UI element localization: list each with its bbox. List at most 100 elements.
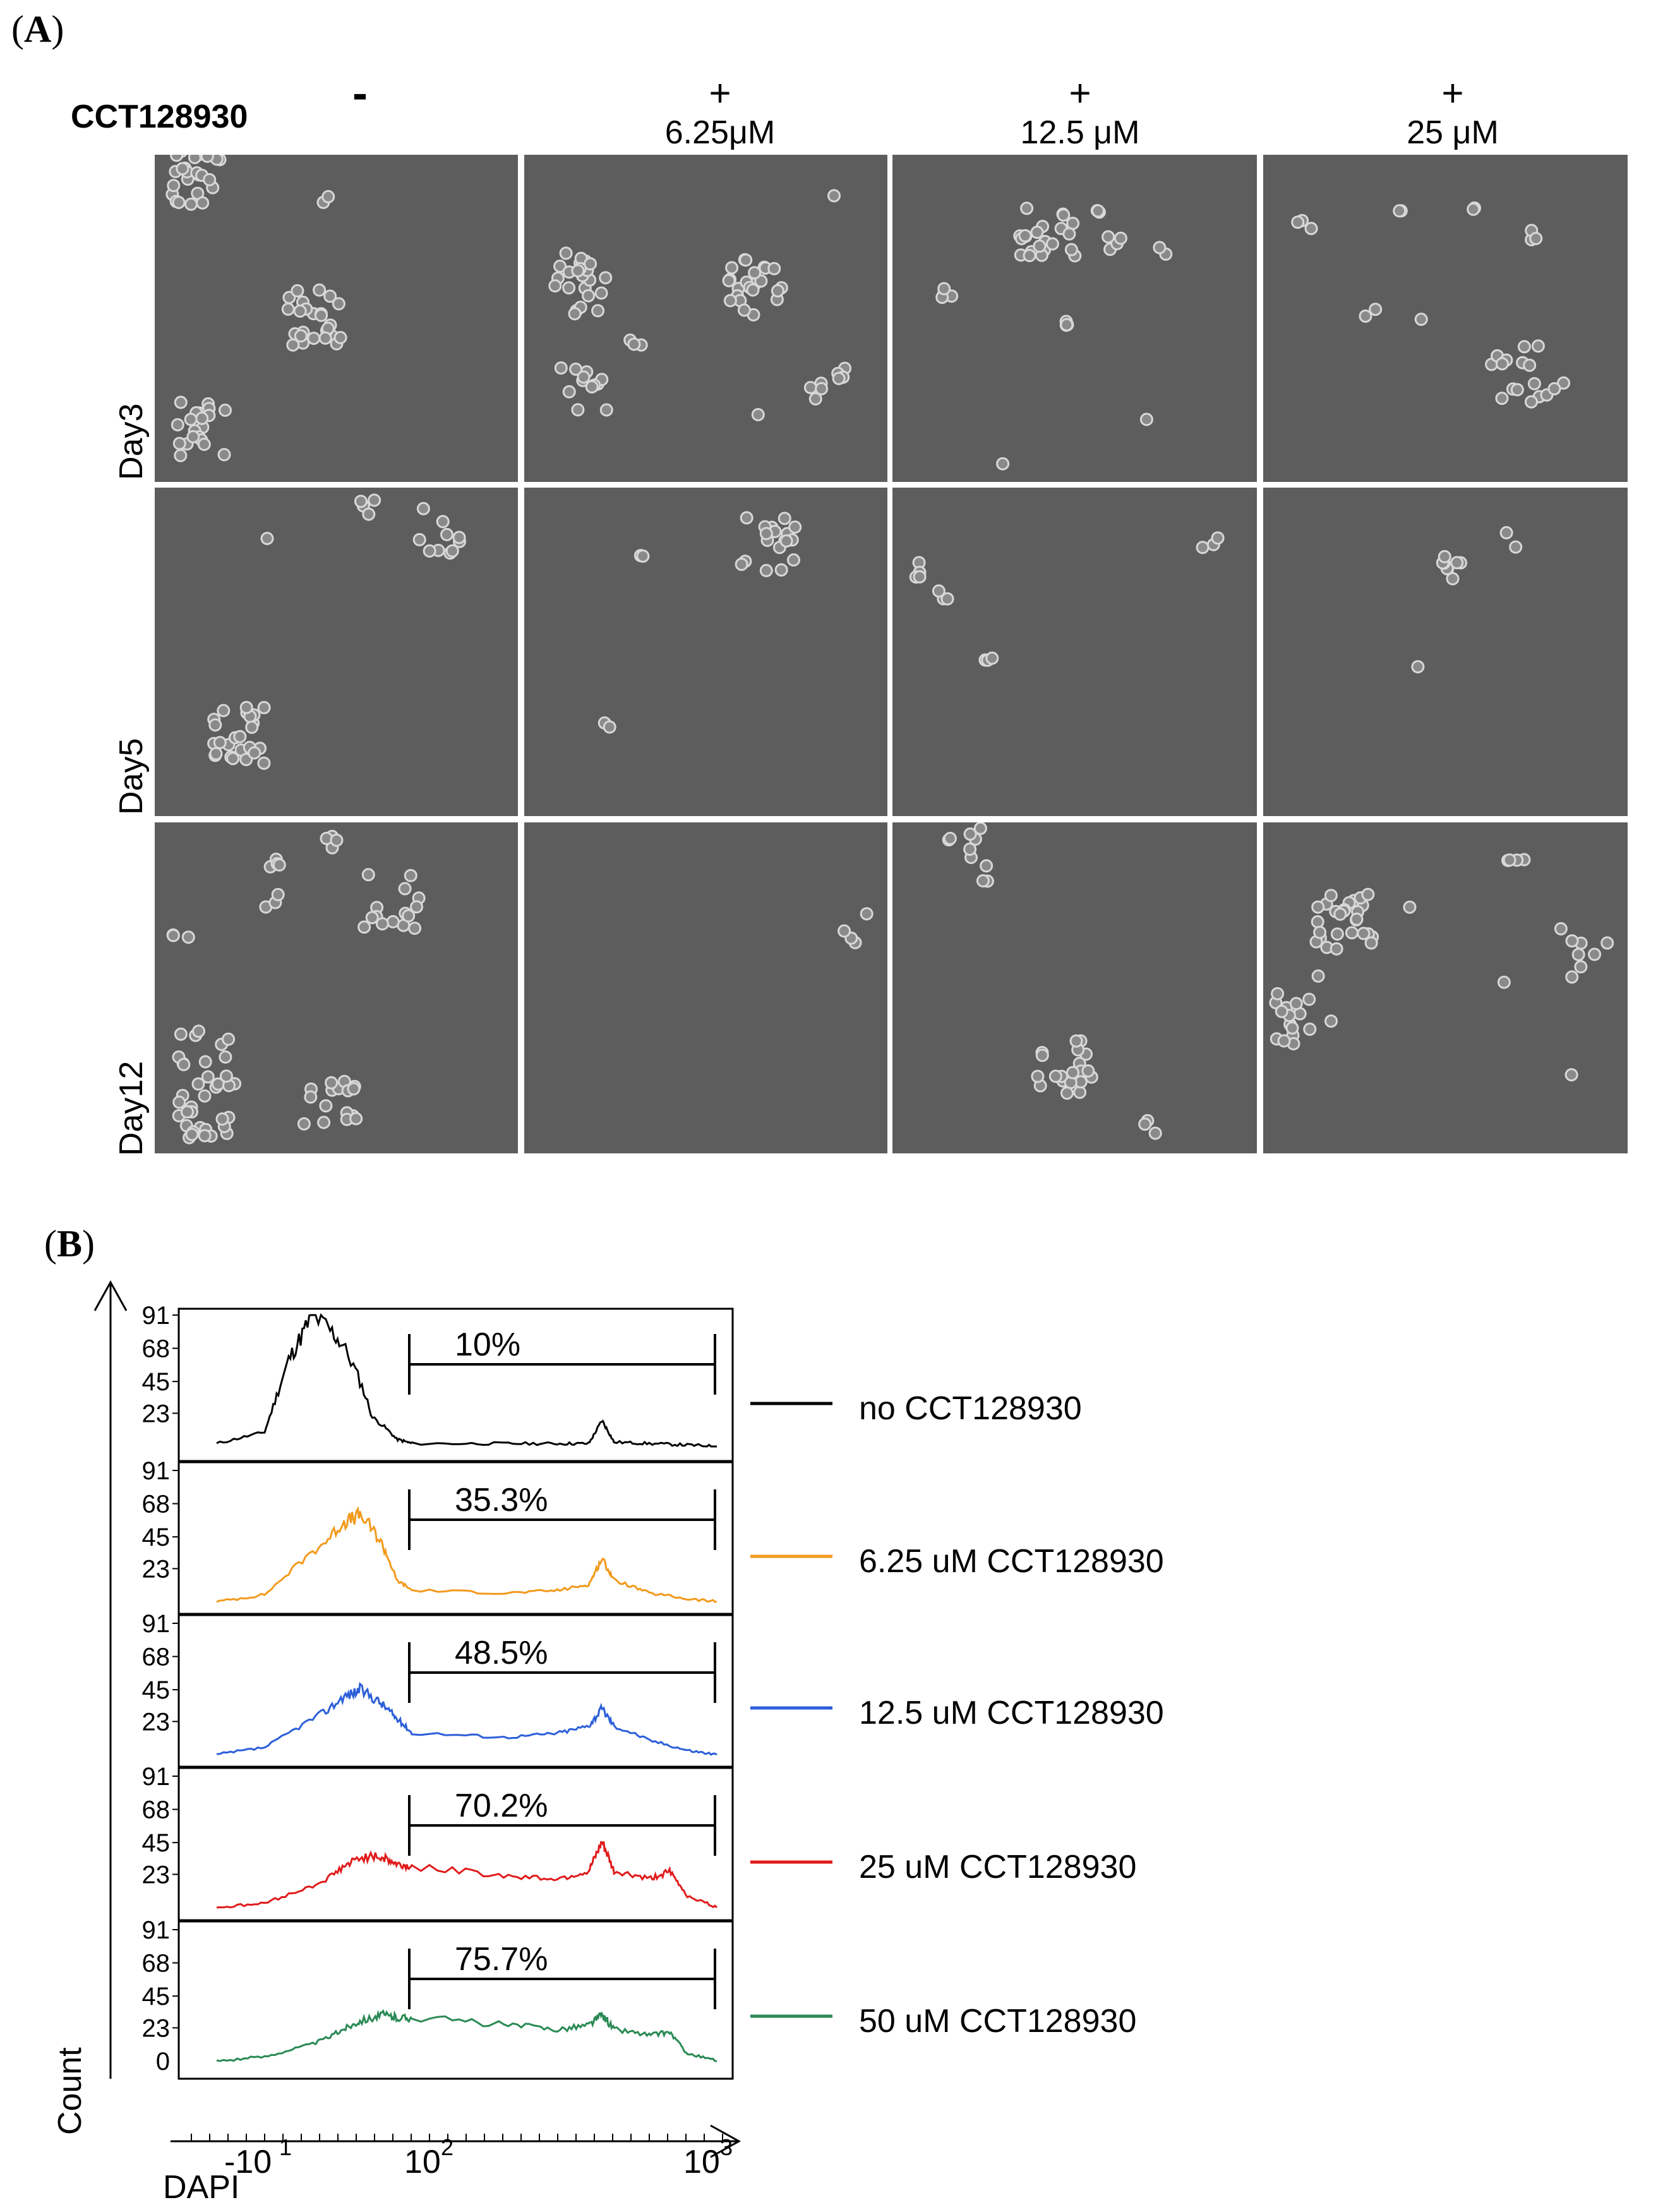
cell — [1057, 208, 1071, 222]
x-axis-arrowhead — [710, 2124, 741, 2158]
cell — [271, 887, 285, 901]
cell — [174, 448, 188, 462]
cell — [323, 289, 337, 303]
cell — [1499, 526, 1513, 539]
cell — [365, 911, 379, 925]
cell — [1069, 1034, 1083, 1048]
micrograph-day5-col2 — [892, 488, 1257, 816]
y-tick-label: 68 — [142, 1644, 171, 1671]
cell — [172, 436, 186, 450]
cell — [200, 155, 214, 163]
legend-label-3: 25 uM CCT128930 — [859, 1849, 1137, 1885]
cell — [1495, 357, 1509, 371]
micrograph-day12-col1 — [524, 822, 887, 1153]
cell — [1285, 1021, 1299, 1035]
cell — [788, 520, 802, 534]
cell — [1503, 853, 1516, 867]
cell — [1062, 227, 1076, 241]
x-tick-label: -10 — [224, 2144, 272, 2180]
cell — [174, 1027, 188, 1041]
cell — [1330, 927, 1344, 941]
cell — [1302, 992, 1316, 1006]
micrograph-day5-col1 — [524, 488, 887, 816]
cell — [198, 1129, 212, 1143]
cell — [963, 827, 977, 841]
cell — [1066, 1066, 1079, 1079]
cell — [436, 515, 450, 529]
cell — [213, 736, 227, 750]
cell — [725, 261, 739, 275]
micrograph-day3-col0 — [155, 155, 518, 482]
cell — [1359, 310, 1372, 323]
legend-label-0: no CCT128930 — [859, 1390, 1082, 1427]
cell — [1148, 1126, 1162, 1140]
cell — [1324, 889, 1338, 903]
cell — [562, 281, 576, 295]
cell — [257, 756, 271, 770]
cell — [185, 1127, 199, 1141]
cell — [197, 438, 211, 451]
y-tick-label: 68 — [142, 1335, 171, 1363]
condition-header-0: - — [352, 68, 368, 119]
cell — [1547, 382, 1561, 395]
cell — [174, 395, 188, 409]
cell — [196, 196, 210, 210]
cell — [198, 1055, 212, 1069]
cell — [1324, 1014, 1338, 1028]
cell — [1565, 934, 1579, 948]
cell — [1018, 229, 1032, 243]
y-tick-label: 45 — [142, 1368, 171, 1396]
cell — [171, 418, 184, 431]
cell — [571, 403, 585, 417]
histogram-series-1 — [216, 1506, 717, 1603]
cell — [1554, 922, 1568, 935]
cell — [260, 532, 274, 545]
cell — [423, 544, 436, 558]
cell — [1364, 936, 1378, 950]
cell — [209, 747, 223, 760]
cell — [226, 752, 240, 766]
cell — [172, 1095, 186, 1109]
cell — [737, 303, 751, 317]
cell — [1574, 960, 1588, 974]
row-label-day3: Day3 — [113, 403, 150, 480]
cell — [940, 592, 954, 606]
cell — [203, 173, 217, 186]
cell — [192, 1025, 205, 1038]
cell — [1523, 358, 1537, 372]
cell — [1064, 243, 1078, 256]
cell — [319, 1099, 333, 1113]
cell — [402, 909, 416, 923]
cell — [181, 930, 195, 944]
cell — [375, 917, 389, 931]
cell — [1303, 1022, 1317, 1036]
cell — [1045, 237, 1059, 251]
y-tick-label: 45 — [142, 1983, 171, 2011]
cell — [1345, 926, 1359, 940]
cell — [445, 544, 459, 558]
y-tick-label: 23 — [142, 2014, 171, 2042]
micrograph-day12-col0 — [155, 822, 518, 1153]
cell — [1081, 1064, 1095, 1078]
cell — [963, 842, 977, 856]
cell — [313, 283, 327, 297]
y-tick-label: 23 — [142, 1861, 171, 1889]
cell — [722, 273, 736, 287]
cell — [980, 859, 994, 873]
x-tick-exponent: 2 — [441, 2134, 453, 2160]
cell — [832, 371, 846, 385]
cell — [354, 495, 368, 508]
y-axis-arrowhead — [93, 1280, 128, 1311]
cell — [245, 720, 259, 734]
cell — [1350, 912, 1364, 926]
cell — [1114, 231, 1127, 245]
y-tick-label: 91 — [142, 1457, 171, 1485]
cell — [767, 261, 781, 275]
cell — [315, 308, 328, 322]
cell — [1060, 1086, 1074, 1100]
y-tick-label: 68 — [142, 1491, 171, 1518]
histogram-series-4 — [216, 2009, 717, 2062]
cell — [1030, 225, 1044, 239]
cell — [307, 332, 321, 346]
y-tick-label: 68 — [142, 1796, 171, 1824]
